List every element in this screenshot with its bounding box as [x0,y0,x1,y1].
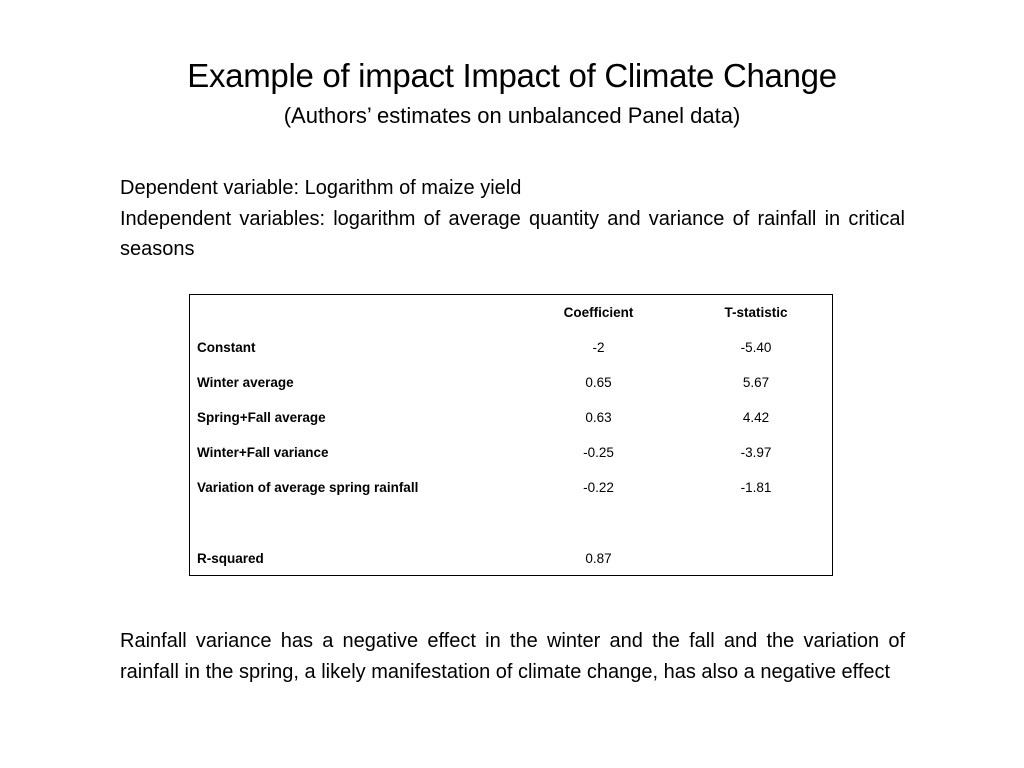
table-spacer-row [190,505,832,541]
regression-table: Coefficient T-statistic Constant -2 -5.4… [190,295,832,576]
slide-subtitle: (Authors’ estimates on unbalanced Panel … [283,103,741,128]
row-variable: Constant [197,340,256,355]
table-row: Variation of average spring rainfall -0.… [190,470,832,505]
row-variable: Winter average [197,375,294,390]
table-header-row: Coefficient T-statistic [190,295,832,330]
row-t-statistic: 5.67 [742,375,770,390]
row-coefficient: 0.63 [585,410,612,425]
row-t-statistic: -1.81 [740,480,772,495]
r-squared-value: 0.87 [585,551,612,566]
row-coefficient: -0.22 [583,480,614,495]
regression-table-box: Coefficient T-statistic Constant -2 -5.4… [189,294,833,576]
dependent-variable-text: Dependent variable: Logarithm of maize y… [120,177,522,199]
independent-variables-text: Independent variables: logarithm of aver… [120,207,905,261]
table-row: Spring+Fall average 0.63 4.42 [190,400,832,435]
row-coefficient: -0.25 [583,445,614,460]
header-t-statistic: T-statistic [724,305,788,320]
header-coefficient: Coefficient [563,305,634,320]
row-variable: Variation of average spring rainfall [197,480,419,495]
header-variable [190,295,517,330]
row-coefficient: 0.65 [585,375,612,390]
row-variable: Spring+Fall average [197,410,326,425]
slide-title: Example of impact Impact of Climate Chan… [187,57,837,94]
row-t-statistic: -5.40 [740,340,772,355]
intro-text: Dependent variable: Logarithm of maize y… [120,173,905,265]
r-squared-t-statistic [680,541,832,576]
table-row-r-squared: R-squared 0.87 [190,541,832,576]
r-squared-label: R-squared [197,551,264,566]
row-variable: Winter+Fall variance [197,445,329,460]
table-row: Constant -2 -5.40 [190,330,832,365]
conclusion-text: Rainfall variance has a negative effect … [120,630,905,683]
table-row: Winter average 0.65 5.67 [190,365,832,400]
table-row: Winter+Fall variance -0.25 -3.97 [190,435,832,470]
row-t-statistic: -3.97 [740,445,772,460]
row-coefficient: -2 [592,340,605,355]
row-t-statistic: 4.42 [742,410,770,425]
